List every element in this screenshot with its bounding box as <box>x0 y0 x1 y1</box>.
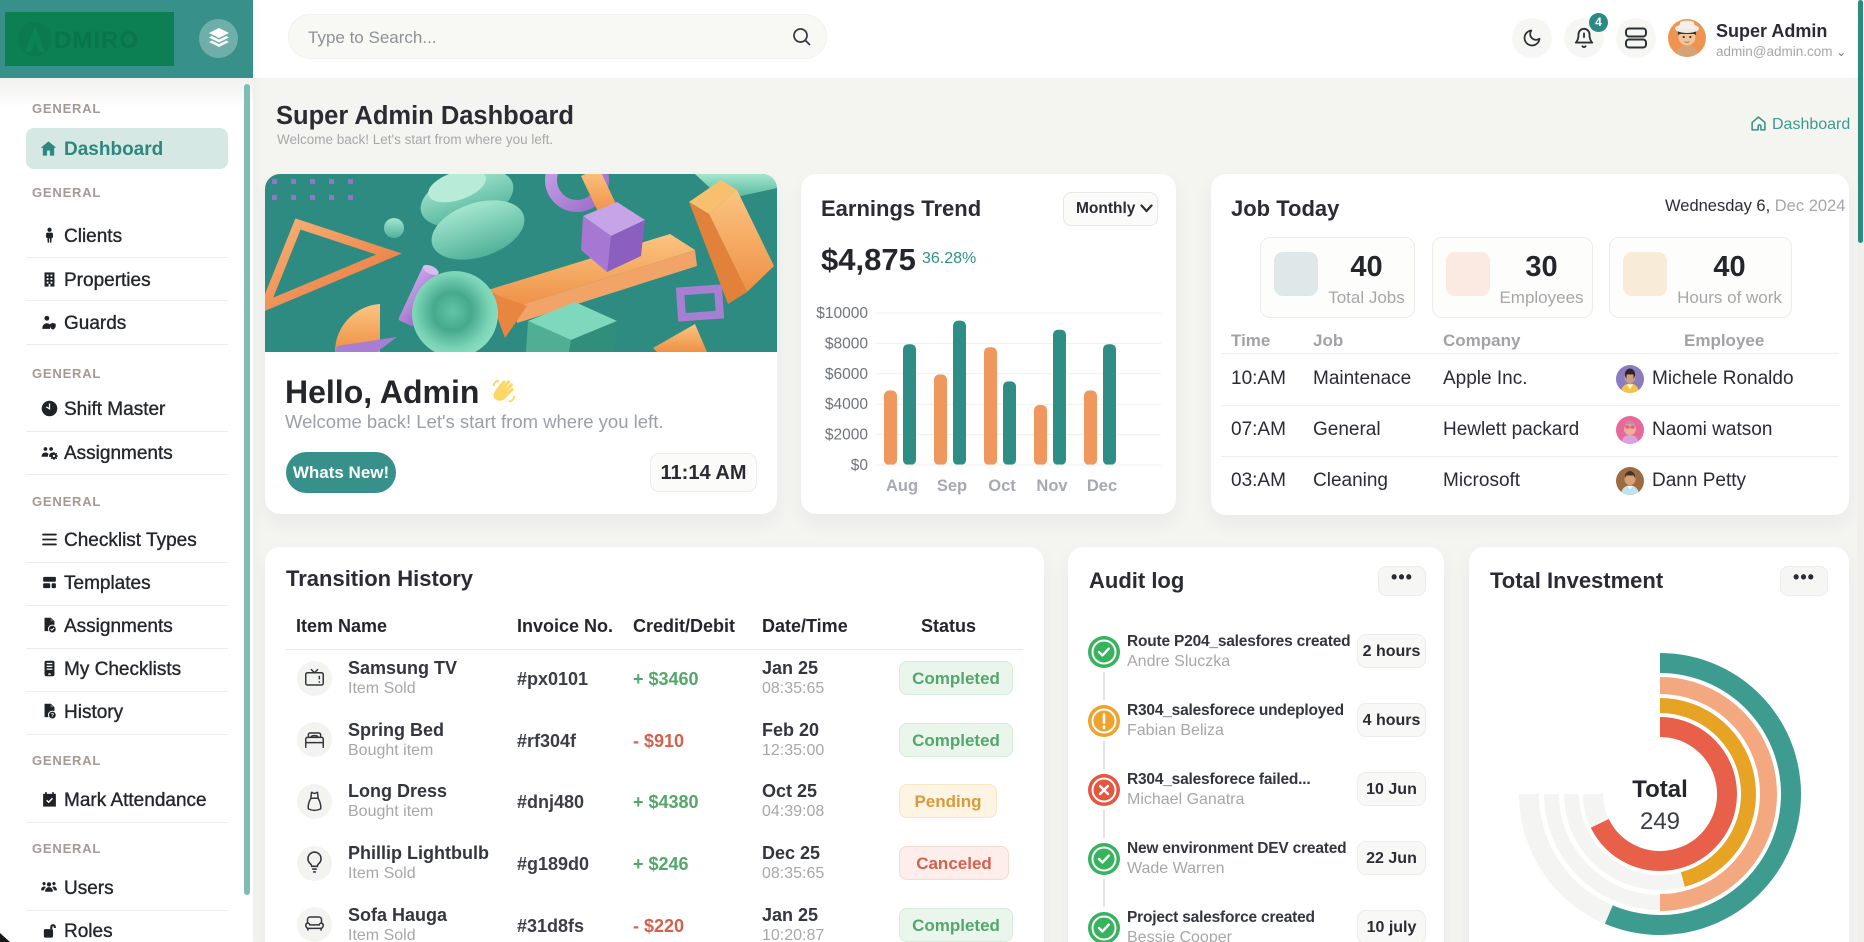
svg-text:$8000: $8000 <box>825 335 868 352</box>
svg-text:?: ? <box>51 713 55 719</box>
svg-text:$2000: $2000 <box>825 427 868 444</box>
svg-text:Dec: Dec <box>1087 477 1117 495</box>
svg-text:Oct: Oct <box>988 477 1016 495</box>
svg-text:$6000: $6000 <box>825 366 868 383</box>
svg-text:Nov: Nov <box>1036 477 1068 495</box>
svg-text:$0: $0 <box>851 457 869 474</box>
svg-text:$4000: $4000 <box>825 396 868 413</box>
svg-text:Sep: Sep <box>937 477 967 495</box>
svg-text:$10000: $10000 <box>816 305 868 322</box>
svg-text:Aug: Aug <box>886 477 918 495</box>
svg-text:DMIRO: DMIRO <box>54 27 139 54</box>
